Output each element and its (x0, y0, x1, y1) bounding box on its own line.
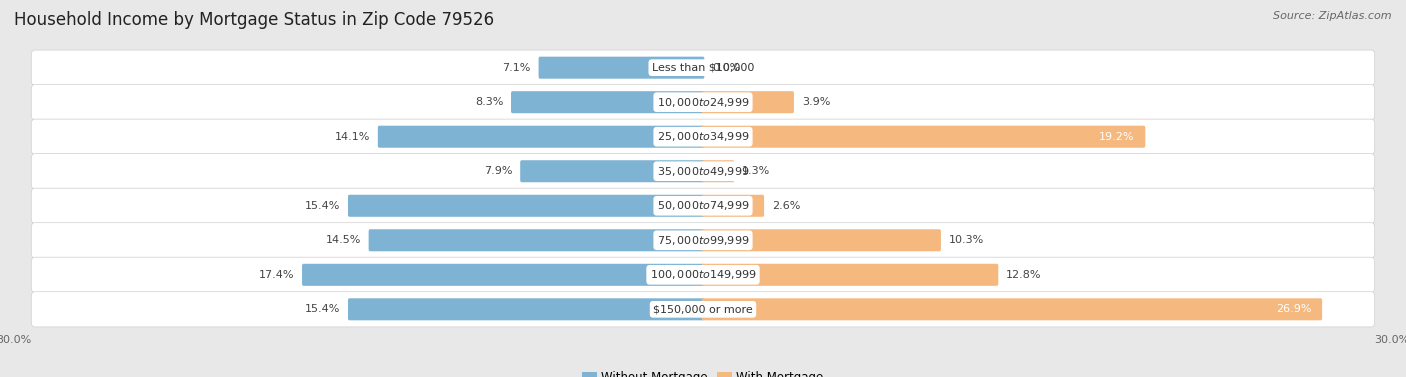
Text: 14.1%: 14.1% (335, 132, 370, 142)
FancyBboxPatch shape (702, 229, 941, 251)
Text: 15.4%: 15.4% (305, 304, 340, 314)
Text: $100,000 to $149,999: $100,000 to $149,999 (650, 268, 756, 281)
Text: 14.5%: 14.5% (325, 235, 361, 245)
FancyBboxPatch shape (31, 292, 1375, 327)
FancyBboxPatch shape (538, 57, 704, 79)
Text: Less than $10,000: Less than $10,000 (652, 63, 754, 73)
Text: Source: ZipAtlas.com: Source: ZipAtlas.com (1274, 11, 1392, 21)
Text: 12.8%: 12.8% (1007, 270, 1042, 280)
Text: $10,000 to $24,999: $10,000 to $24,999 (657, 96, 749, 109)
Text: 3.9%: 3.9% (801, 97, 830, 107)
Text: 8.3%: 8.3% (475, 97, 503, 107)
FancyBboxPatch shape (31, 50, 1375, 85)
FancyBboxPatch shape (702, 264, 998, 286)
Text: 1.3%: 1.3% (742, 166, 770, 176)
FancyBboxPatch shape (510, 91, 704, 113)
Text: 7.1%: 7.1% (502, 63, 531, 73)
FancyBboxPatch shape (302, 264, 704, 286)
Text: $150,000 or more: $150,000 or more (654, 304, 752, 314)
Text: $35,000 to $49,999: $35,000 to $49,999 (657, 165, 749, 178)
Text: $25,000 to $34,999: $25,000 to $34,999 (657, 130, 749, 143)
FancyBboxPatch shape (702, 195, 763, 217)
Text: 10.3%: 10.3% (949, 235, 984, 245)
FancyBboxPatch shape (31, 154, 1375, 189)
FancyBboxPatch shape (347, 298, 704, 320)
Text: 17.4%: 17.4% (259, 270, 294, 280)
Text: 19.2%: 19.2% (1099, 132, 1135, 142)
FancyBboxPatch shape (31, 84, 1375, 120)
FancyBboxPatch shape (347, 195, 704, 217)
FancyBboxPatch shape (31, 223, 1375, 258)
Text: 2.6%: 2.6% (772, 201, 800, 211)
FancyBboxPatch shape (31, 119, 1375, 154)
FancyBboxPatch shape (520, 160, 704, 182)
Text: 26.9%: 26.9% (1277, 304, 1312, 314)
FancyBboxPatch shape (378, 126, 704, 148)
FancyBboxPatch shape (702, 298, 1322, 320)
FancyBboxPatch shape (31, 188, 1375, 223)
Text: 15.4%: 15.4% (305, 201, 340, 211)
Text: 0.0%: 0.0% (713, 63, 741, 73)
FancyBboxPatch shape (702, 91, 794, 113)
Text: Household Income by Mortgage Status in Zip Code 79526: Household Income by Mortgage Status in Z… (14, 11, 494, 29)
FancyBboxPatch shape (368, 229, 704, 251)
Text: 7.9%: 7.9% (484, 166, 512, 176)
FancyBboxPatch shape (31, 257, 1375, 293)
Text: $50,000 to $74,999: $50,000 to $74,999 (657, 199, 749, 212)
Legend: Without Mortgage, With Mortgage: Without Mortgage, With Mortgage (578, 366, 828, 377)
FancyBboxPatch shape (702, 160, 734, 182)
FancyBboxPatch shape (702, 126, 1146, 148)
Text: $75,000 to $99,999: $75,000 to $99,999 (657, 234, 749, 247)
